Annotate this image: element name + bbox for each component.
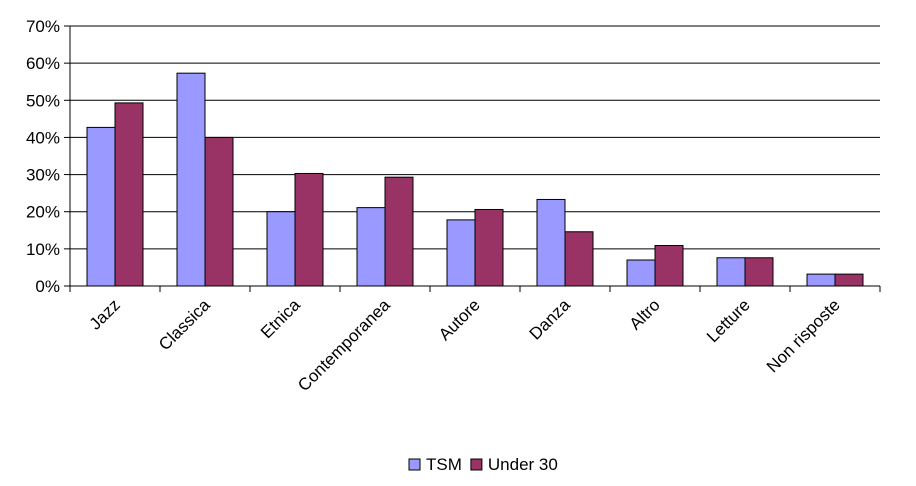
bar-tsm-danza bbox=[536, 198, 566, 287]
y-tick-label: 10% bbox=[26, 240, 60, 259]
y-tick-label: 20% bbox=[26, 203, 60, 222]
legend-label: TSM bbox=[426, 455, 462, 474]
y-tick-label: 0% bbox=[35, 277, 60, 296]
legend-swatch bbox=[408, 458, 421, 471]
bar-tsm-jazz bbox=[86, 126, 116, 287]
legend-label: Under 30 bbox=[488, 455, 558, 474]
bar-tsm-autore bbox=[446, 219, 476, 287]
legend-swatch bbox=[470, 458, 483, 471]
legend: TSM Under 30 bbox=[408, 455, 558, 474]
y-tick-label: 30% bbox=[26, 166, 60, 185]
x-tick-label: Danza bbox=[526, 295, 575, 344]
bar-under-30-danza bbox=[564, 231, 594, 287]
bar-tsm-contemporanea bbox=[356, 207, 386, 287]
bar-tsm-altro bbox=[626, 259, 656, 287]
bar-tsm-classica bbox=[176, 72, 206, 287]
y-tick-label: 70% bbox=[26, 17, 60, 36]
bar-tsm-non-risposte bbox=[806, 273, 836, 287]
x-tick-label: Autore bbox=[435, 295, 484, 344]
x-tick-label: Letture bbox=[703, 295, 754, 346]
x-tick-label: Altro bbox=[626, 295, 664, 333]
axes bbox=[64, 25, 881, 292]
x-tick-label: Non risposte bbox=[763, 295, 844, 376]
bar-tsm-etnica bbox=[266, 211, 296, 287]
x-tick-label: Etnica bbox=[257, 295, 304, 342]
x-tick-label: Classica bbox=[155, 295, 214, 354]
bar-under-30-classica bbox=[204, 136, 234, 287]
bar-under-30-jazz bbox=[114, 102, 144, 287]
bar-under-30-autore bbox=[474, 208, 504, 287]
x-tick-label: Jazz bbox=[86, 295, 124, 333]
y-tick-label: 60% bbox=[26, 54, 60, 73]
y-tick-label: 40% bbox=[26, 128, 60, 147]
x-tick-label: Contemporanea bbox=[294, 295, 394, 395]
y-tick-label: 50% bbox=[26, 91, 60, 110]
y-tick-labels: 0% 10% 20% 30% 40% 50% 60% 70% bbox=[26, 17, 60, 296]
bar-under-30-contemporanea bbox=[384, 176, 414, 287]
bar-under-30-letture bbox=[744, 257, 774, 287]
bar-under-30-altro bbox=[654, 245, 684, 287]
bar-under-30-etnica bbox=[294, 172, 324, 287]
bar-under-30-non-risposte bbox=[834, 273, 864, 287]
bars bbox=[86, 72, 864, 287]
bar-tsm-letture bbox=[716, 257, 746, 287]
